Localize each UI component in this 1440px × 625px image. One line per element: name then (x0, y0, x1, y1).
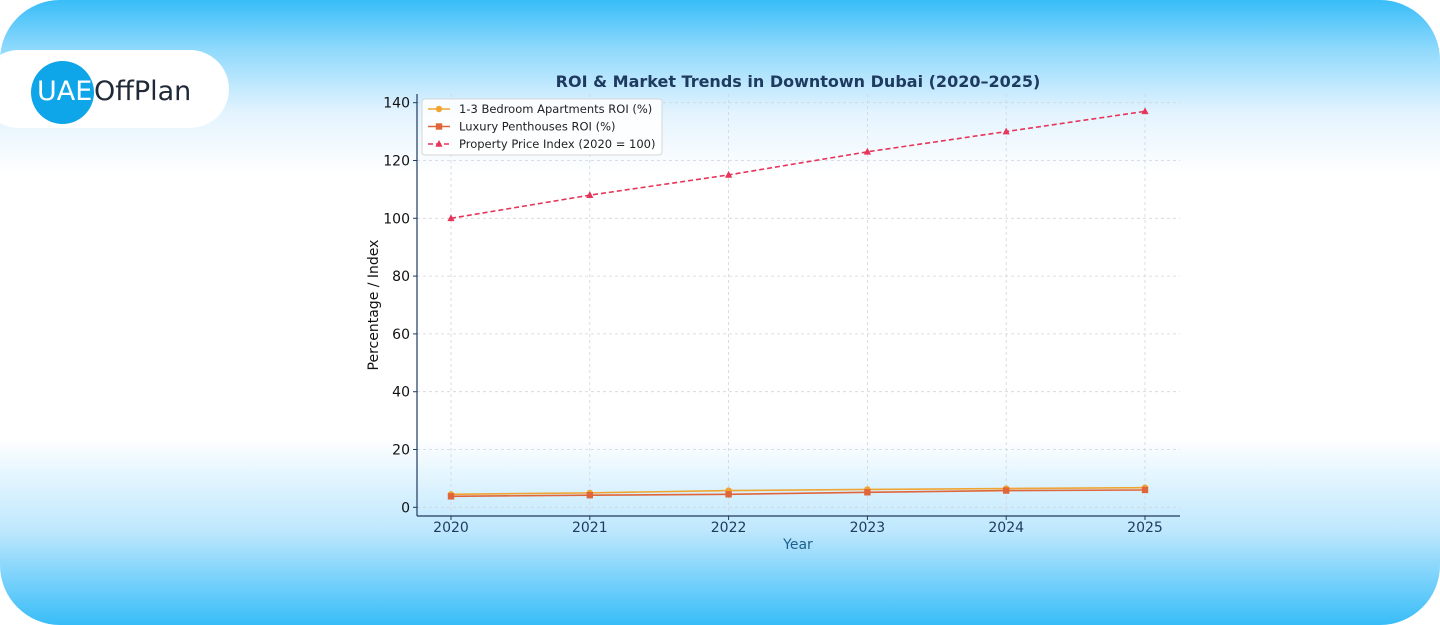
grid (417, 94, 1180, 516)
logo-circle (31, 61, 94, 124)
legend-label: Property Price Index (2020 = 100) (459, 137, 655, 151)
y-tick-label: 20 (392, 443, 410, 459)
legend-item: Luxury Penthouses ROI (%) (428, 120, 616, 134)
x-tick-label: 2021 (572, 520, 608, 536)
series-line (450, 489, 1146, 498)
data-point (725, 491, 732, 498)
y-tick-label: 80 (392, 269, 410, 285)
legend-item: 1-3 Bedroom Apartments ROI (%) (428, 102, 652, 116)
chart-title: ROI & Market Trends in Downtown Dubai (2… (556, 72, 1041, 91)
series-line (450, 486, 1146, 496)
x-tick-label: 2022 (711, 520, 747, 536)
data-point (447, 214, 455, 222)
y-tick-label: 100 (383, 211, 410, 227)
legend-label: Luxury Penthouses ROI (%) (459, 120, 616, 134)
data-point (1141, 486, 1149, 494)
series-line (450, 110, 1146, 220)
series-group (447, 107, 1149, 500)
y-tick-label: 60 (392, 327, 410, 343)
y-tick-label: 140 (383, 96, 410, 112)
y-tick-label: 40 (392, 385, 410, 401)
data-point (1141, 107, 1149, 115)
data-point (1003, 487, 1010, 494)
data-point (586, 191, 594, 198)
x-tick-label: 2024 (988, 520, 1024, 536)
legend-marker (435, 123, 443, 130)
series-2 (447, 486, 1149, 500)
y-tick-label: 120 (383, 153, 410, 169)
data-point (1002, 127, 1010, 135)
data-point (586, 491, 593, 499)
y-tick-label: 0 (401, 500, 410, 516)
legend-marker (435, 140, 443, 147)
x-tick-label: 2020 (433, 520, 469, 536)
data-point (447, 493, 455, 500)
series-3 (447, 107, 1149, 222)
data-point (863, 147, 871, 155)
data-point (864, 489, 871, 496)
x-tick-label: 2023 (850, 520, 886, 536)
y-axis-label: Percentage / Index (366, 240, 382, 371)
x-tick-label: 2025 (1127, 520, 1163, 536)
data-point (725, 170, 733, 178)
x-axis-label: Year (782, 537, 813, 553)
legend-item: Property Price Index (2020 = 100) (428, 137, 655, 151)
legend-box (421, 98, 663, 156)
axes: 0 20 40 60 80 100 120 140 2020 2021 2022 2023 2024 20… (383, 94, 1180, 536)
logo-text-uae: UAE (37, 76, 93, 107)
legend-marker (435, 105, 443, 113)
legend: 1-3 Bedroom Apartments ROI (%) Luxury Pen… (421, 98, 663, 156)
logo-text-offplan: OffPlan (94, 76, 192, 107)
legend-label: 1-3 Bedroom Apartments ROI (%) (459, 102, 652, 116)
